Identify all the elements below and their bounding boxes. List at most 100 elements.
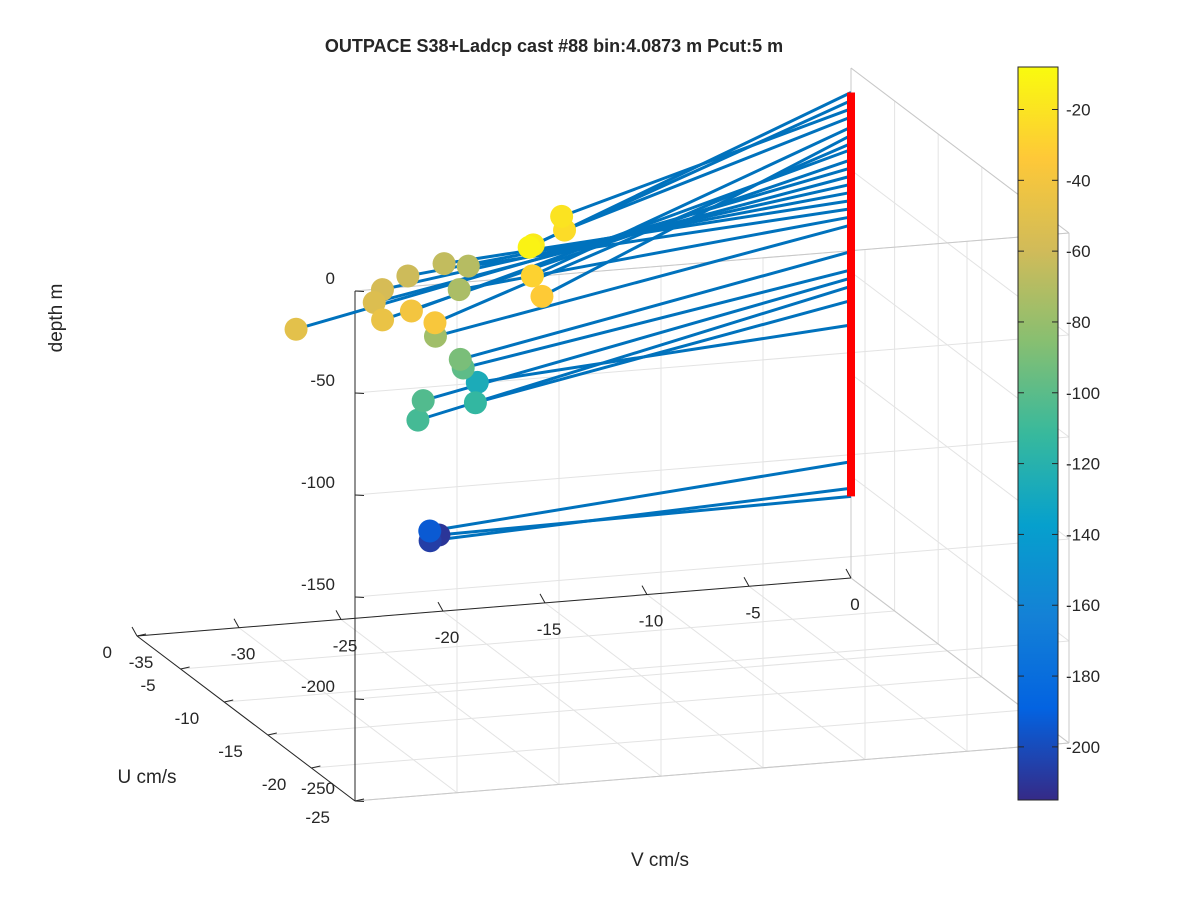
x-tick-mark xyxy=(131,626,138,637)
depth-marker xyxy=(520,264,544,288)
depth-marker xyxy=(456,254,480,278)
velocity-stick xyxy=(429,460,852,533)
chart-title: OUTPACE S38+Ladcp cast #88 bin:4.0873 m … xyxy=(325,36,783,56)
colorbar-tick-label: -100 xyxy=(1066,384,1100,403)
z-tick-label: -100 xyxy=(301,473,335,492)
z-tick-mark xyxy=(354,392,365,394)
axes-3d: 0-50-100-150-200-250-25-20-15-10-50-35 -3… xyxy=(103,67,1070,827)
x-tick-mark xyxy=(233,618,240,628)
z-axis-label: depth m xyxy=(46,284,67,353)
x-tick-label: -30 xyxy=(231,645,256,664)
x-tick-mark xyxy=(743,577,750,587)
x-tick-label: -25 xyxy=(333,636,358,655)
grid-line xyxy=(442,610,662,777)
grid-line xyxy=(354,538,1070,598)
z-tick-mark xyxy=(354,698,365,700)
velocity-stick xyxy=(443,199,852,266)
velocity-stick xyxy=(563,115,852,232)
y-tick-label: -25 xyxy=(305,808,330,827)
x-axis-line xyxy=(136,577,852,637)
depth-marker xyxy=(423,311,447,335)
x-tick-label: -15 xyxy=(537,620,562,639)
depth-marker xyxy=(418,519,442,543)
velocity-stick xyxy=(429,486,852,543)
depth-marker xyxy=(371,308,395,332)
y-tick-mark xyxy=(136,633,147,637)
y-tick-label: -5 xyxy=(140,676,155,695)
depth-marker xyxy=(448,347,472,371)
velocity-stick xyxy=(475,299,852,405)
y-tick-label: -15 xyxy=(218,742,243,761)
z-tick-label: -250 xyxy=(301,779,335,798)
x-tick-label: -10 xyxy=(639,612,664,631)
y-tick-label: 0 xyxy=(103,643,112,662)
x-tick-label: -5 xyxy=(745,603,760,622)
depth-marker xyxy=(530,284,554,308)
y-tick-mark xyxy=(180,666,190,670)
y-tick-mark xyxy=(224,699,234,703)
y-tick-mark xyxy=(267,732,277,736)
y-tick-label: -20 xyxy=(262,775,287,794)
grid-line xyxy=(340,619,560,785)
colorbar-scale xyxy=(1017,66,1059,801)
colorbar-tick-label: -40 xyxy=(1066,171,1091,190)
grid-line xyxy=(748,585,968,752)
z-tick-label: -150 xyxy=(301,575,335,594)
depth-marker xyxy=(550,204,574,228)
colorbar-tick-label: -80 xyxy=(1066,313,1091,332)
depth-marker xyxy=(406,408,430,432)
depth-marker xyxy=(284,317,308,341)
x-tick-mark xyxy=(539,593,546,604)
velocity-stick xyxy=(438,494,852,537)
colorbar-tick-label: -180 xyxy=(1066,667,1100,686)
depth-marker xyxy=(465,370,489,394)
y-axis-line xyxy=(136,635,356,802)
colorbar-tick-label: -200 xyxy=(1066,738,1100,757)
velocity-stick xyxy=(435,223,852,338)
velocity-stick xyxy=(459,250,852,361)
x-tick-label: 0 xyxy=(850,595,859,614)
y-tick-label: -10 xyxy=(175,709,200,728)
colorbar-tick-label: -20 xyxy=(1066,100,1091,119)
x-tick-label: -35 xyxy=(129,653,154,672)
depth-marker xyxy=(362,291,386,315)
depth-marker xyxy=(517,235,541,259)
y-tick-mark xyxy=(354,798,365,802)
x-tick-mark xyxy=(335,610,342,620)
grid-line xyxy=(646,594,866,760)
colorbar-tick-label: -160 xyxy=(1066,596,1100,615)
z-tick-mark xyxy=(354,290,365,292)
y-axis-label: U cm/s xyxy=(117,767,176,788)
grid-line xyxy=(224,643,939,703)
x-tick-label: -20 xyxy=(435,628,460,647)
colorbar: -20 -40 -60 -80 -100 -120 -140 -160 -180 -200 xyxy=(1017,66,1100,801)
depth-marker xyxy=(399,299,423,323)
colorbar-tick-label: -120 xyxy=(1066,455,1100,474)
x-tick-mark xyxy=(641,585,648,595)
depth-marker xyxy=(463,391,487,415)
depth-marker xyxy=(447,278,471,302)
grid-line xyxy=(354,640,1070,700)
x-axis-label: V cm/s xyxy=(631,850,689,871)
depth-marker xyxy=(396,264,420,288)
z-tick-label: -200 xyxy=(301,677,335,696)
velocity-stick xyxy=(477,323,852,384)
grid-line xyxy=(180,610,895,670)
z-tick-mark xyxy=(354,494,365,496)
depth-marker xyxy=(411,389,435,413)
depth-marker xyxy=(432,252,456,276)
z-tick-label: 0 xyxy=(326,269,335,288)
x-tick-mark xyxy=(437,601,444,612)
z-tick-label: -50 xyxy=(310,371,335,390)
grid-line xyxy=(267,676,982,736)
box-edge xyxy=(354,742,1070,802)
velocity-stick xyxy=(462,268,852,370)
grid-line xyxy=(311,709,1026,769)
colorbar-tick-label: -60 xyxy=(1066,242,1091,261)
grid-line xyxy=(354,436,1070,496)
y-tick-mark xyxy=(311,765,321,769)
grid-line xyxy=(544,602,764,769)
z-tick-mark xyxy=(354,596,365,598)
grid-line xyxy=(238,627,458,794)
